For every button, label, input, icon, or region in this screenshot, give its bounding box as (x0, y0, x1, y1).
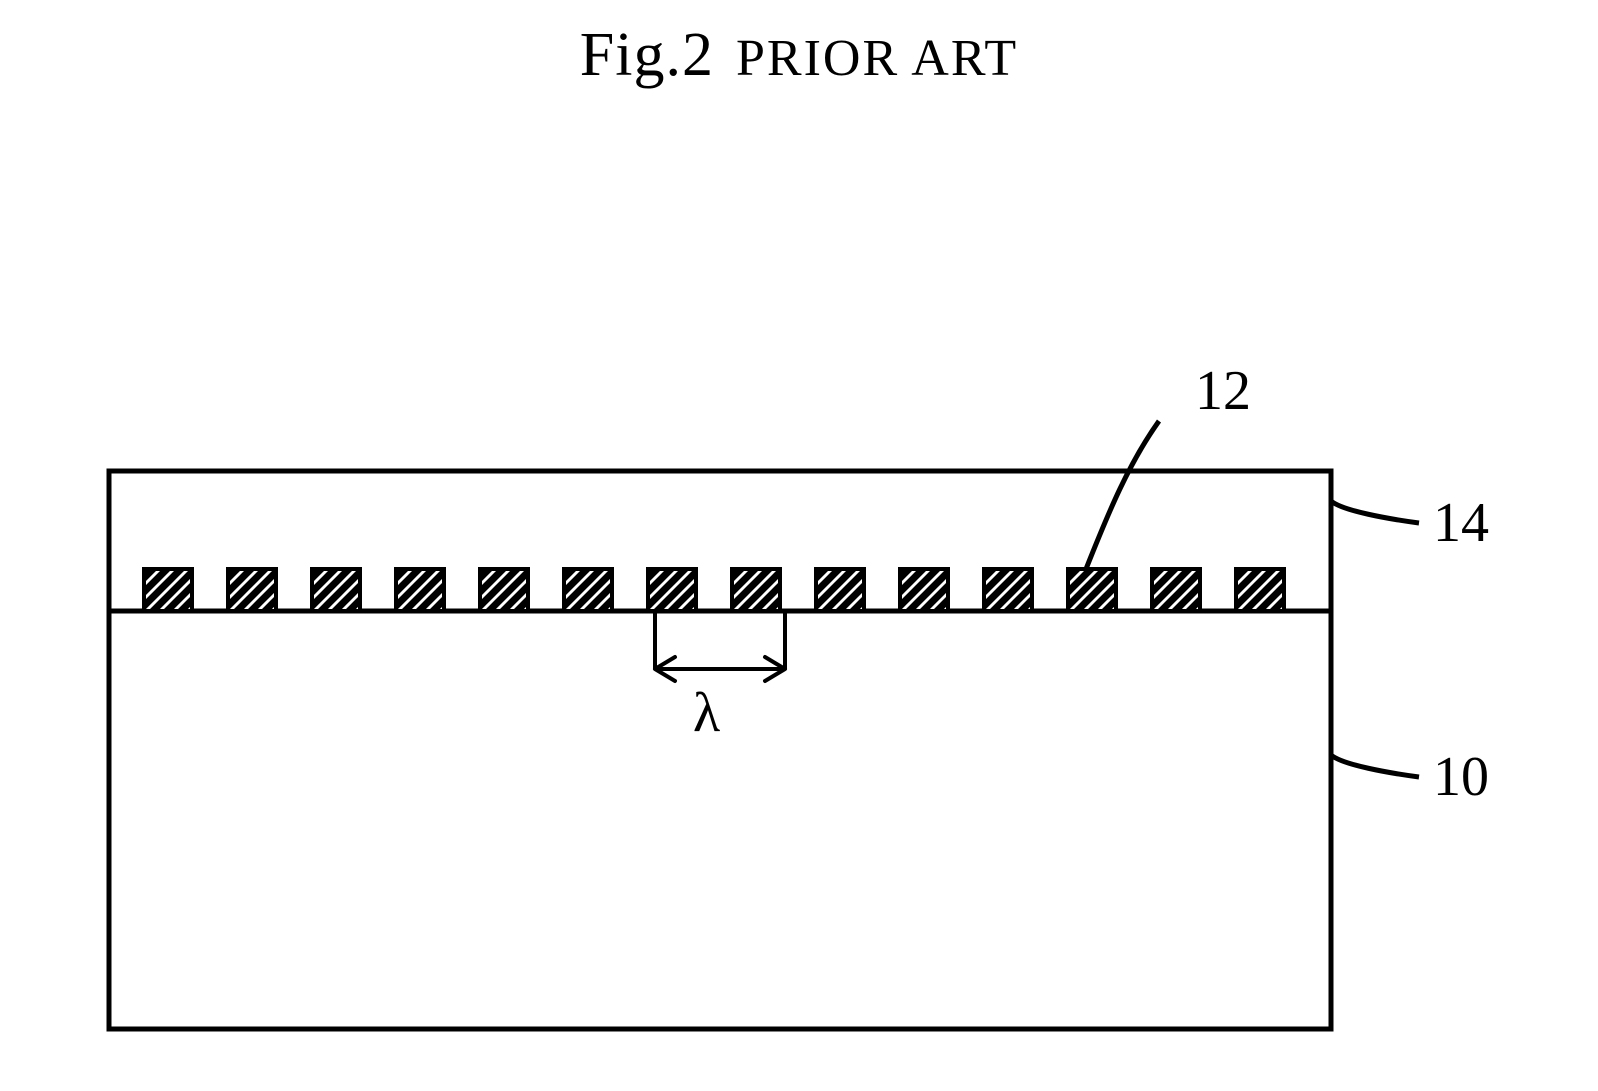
leader-12 (1086, 421, 1159, 569)
ref-label-10: 10 (1433, 746, 1489, 808)
grating-block (816, 569, 864, 611)
lambda-symbol: λ (693, 682, 720, 744)
ref-label-14: 14 (1433, 492, 1489, 554)
ref-label-12: 12 (1195, 360, 1251, 422)
substrate-10 (109, 611, 1331, 1029)
figure-title-sub: PRIOR ART (736, 30, 1018, 87)
grating-block (1236, 569, 1284, 611)
grating-block (984, 569, 1032, 611)
top-layer-14 (109, 471, 1331, 611)
figure-container: Fig.2 PRIOR ART (19, 20, 1579, 1071)
grating-block (900, 569, 948, 611)
lambda-annotation (655, 611, 785, 681)
grating-block (144, 569, 192, 611)
grating-block (228, 569, 276, 611)
grating-block (564, 569, 612, 611)
grating-block (1152, 569, 1200, 611)
grating-block (480, 569, 528, 611)
grating-block (648, 569, 696, 611)
grating-block (732, 569, 780, 611)
grating-block (396, 569, 444, 611)
device-outline (109, 471, 1331, 1029)
figure-title-main: Fig.2 (580, 21, 714, 89)
cross-section-diagram: λ 12 14 10 (19, 171, 1579, 1071)
figure-title: Fig.2 PRIOR ART (19, 20, 1579, 91)
leader-10 (1331, 755, 1419, 777)
leader-14 (1331, 501, 1419, 523)
grating-12 (144, 569, 1284, 611)
grating-block (312, 569, 360, 611)
grating-block (1068, 569, 1116, 611)
